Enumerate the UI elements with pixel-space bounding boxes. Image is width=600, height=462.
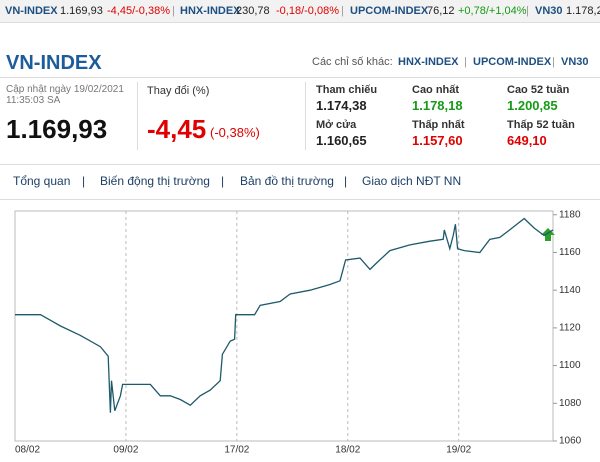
ticker-value: 230,78 [236,5,270,17]
plot-frame [14,210,554,442]
other-link[interactable]: VN30 [561,56,589,68]
separator: | [552,56,555,68]
trend-arrow [541,228,555,241]
y-tick-label: 1060 [559,436,582,447]
ticker-change: -4,45/-0,38% [107,5,170,17]
separator: | [172,5,175,17]
stat-label: Thấp nhất [412,119,465,131]
stat-value: 1.160,65 [316,133,367,148]
chart: 1060 1080 1100 1120 1140 1160 1180 08/02 09/02 17… [14,209,582,456]
separator: | [344,174,348,188]
tab[interactable]: Giao dịch NĐT NN [362,174,462,188]
ticker-change: -0,18/-0,08% [276,5,339,17]
stat-value: 1.157,60 [412,133,463,148]
change-label: Thay đổi (%) [147,85,210,97]
y-tick-label: 1080 [559,398,582,409]
stat-value: 1.178,18 [412,98,463,113]
separator: | [341,5,344,17]
x-tick-label: 17/02 [224,445,249,456]
y-tick-label: 1100 [559,360,581,371]
tab-bar [0,164,600,200]
divider [137,82,138,150]
stat-label: Tham chiếu [316,84,378,96]
separator: | [526,5,529,17]
stat-label: Mở cửa [316,119,357,131]
stat-label: Thấp 52 tuần [507,119,575,131]
change-pct: (-0,38%) [210,125,260,140]
stat-label: Cao nhất [412,84,460,96]
y-tick-label: 1120 [559,323,581,334]
separator: | [82,174,86,188]
other-label: Các chỉ số khác: [312,56,393,68]
x-tick-label: 19/02 [446,445,471,456]
tab[interactable]: Bản đồ thị trường [240,174,334,188]
x-tick-label: 18/02 [335,445,360,456]
ticker-name[interactable]: UPCOM-INDEX [350,5,429,17]
updated-time: 11:35:03 SA [6,95,61,106]
stat-value: 1.174,38 [316,98,367,113]
ticker-name[interactable]: HNX-INDEX [180,5,241,17]
price: 1.169,93 [6,114,108,144]
other-link[interactable]: HNX-INDEX [398,56,459,68]
other-link[interactable]: UPCOM-INDEX [473,56,552,68]
price-line [15,217,554,413]
ticker-value: 1.178,2 [566,5,600,17]
ticker-value: 76,12 [427,5,455,17]
ticker-change: +0,78/+1,04% [458,5,527,17]
y-tick-label: 1140 [559,285,581,296]
divider [305,82,306,150]
index-title: VN-INDEX [6,52,102,74]
updated: Cập nhật ngày 19/02/2021 [6,84,124,95]
ticker-name[interactable]: VN-INDEX [5,5,58,17]
x-tick-label: 08/02 [15,445,40,456]
stat-value: 1.200,85 [507,98,558,113]
ticker-value: 1.169,93 [60,5,103,17]
y-tick-label: 1160 [559,247,581,258]
tab[interactable]: Tổng quan [13,174,71,188]
stat-label: Cao 52 tuần [507,84,570,96]
stat-value: 649,10 [507,133,547,148]
tab[interactable]: Biến động thị trường [100,174,210,188]
x-tick-label: 09/02 [113,445,138,456]
y-tick-label: 1180 [559,209,581,220]
divider [0,77,600,78]
separator: | [221,174,225,188]
change: -4,45 [147,114,207,144]
ticker-name[interactable]: VN30 [535,5,563,17]
ticker-bar: VN-INDEX 1.169,93 -4,45/-0,38% | HNX-IND… [0,0,600,23]
separator: | [464,56,467,68]
